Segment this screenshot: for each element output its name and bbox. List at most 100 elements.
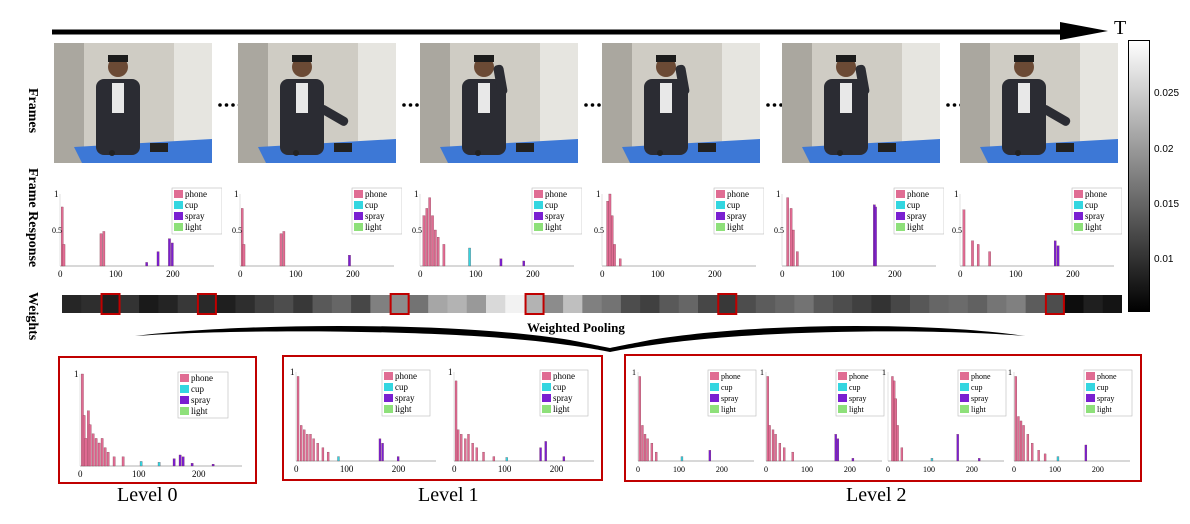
histogram-bar xyxy=(544,441,547,462)
histogram-bar xyxy=(396,456,400,462)
legend-label: cup xyxy=(395,382,408,392)
weight-cell xyxy=(524,295,545,313)
histogram-bar xyxy=(1053,240,1057,267)
y-tick-label: 1 xyxy=(596,189,601,199)
legend-swatch xyxy=(716,212,725,220)
weight-cell xyxy=(389,295,410,313)
legend-label: spray xyxy=(1097,394,1114,403)
x-tick-label: 200 xyxy=(346,269,360,279)
legend-label: phone xyxy=(721,372,741,381)
histogram-bar xyxy=(611,215,614,267)
histogram-bar xyxy=(106,452,110,467)
histogram-bar xyxy=(378,438,382,462)
histogram-bar xyxy=(522,260,525,267)
histogram-bar xyxy=(88,424,92,467)
weight-cell xyxy=(987,295,1007,313)
x-tick-label: 200 xyxy=(966,465,978,474)
legend-swatch xyxy=(174,201,183,209)
histogram-bar xyxy=(962,209,966,267)
weight-cell xyxy=(1025,295,1046,313)
legend-swatch xyxy=(716,190,725,198)
legend-swatch xyxy=(180,374,189,382)
histogram-bar xyxy=(442,244,446,267)
weight-cell xyxy=(832,295,853,313)
y-tick-label: 0.5 xyxy=(412,226,422,235)
histogram-bar xyxy=(492,456,496,462)
histogram-bar xyxy=(1022,425,1025,462)
histogram-bar xyxy=(434,229,437,267)
histogram-bar xyxy=(436,237,440,267)
weight-cell xyxy=(486,295,506,313)
time-label: T xyxy=(1114,17,1127,39)
legend-swatch xyxy=(960,383,969,391)
legend-label: cup xyxy=(1097,383,1109,392)
histogram-bar xyxy=(1084,444,1088,462)
legend-swatch xyxy=(838,383,847,391)
legend-swatch xyxy=(896,212,905,220)
histogram-bar xyxy=(112,456,116,467)
weight-cell xyxy=(929,295,950,313)
histogram-bar xyxy=(1031,443,1034,462)
weight-cell xyxy=(158,295,179,313)
x-tick-label: 100 xyxy=(289,269,303,279)
histogram-bar xyxy=(650,443,654,462)
weight-cell xyxy=(910,295,930,313)
legend-swatch xyxy=(384,372,393,380)
legend-swatch xyxy=(716,201,725,209)
legend-label: phone xyxy=(727,189,749,199)
legend-label: phone xyxy=(849,372,869,381)
legend-swatch xyxy=(960,372,969,380)
histogram-bar xyxy=(783,447,786,462)
colorbar-tick: 0.02 xyxy=(1154,144,1174,155)
legend-swatch xyxy=(710,405,719,413)
legend-label: phone xyxy=(545,189,567,199)
legend-swatch xyxy=(174,212,183,220)
y-tick-label: 1 xyxy=(448,367,453,377)
legend-label: spray xyxy=(545,211,565,221)
histogram-bar xyxy=(606,201,609,267)
weight-cell xyxy=(254,295,275,313)
legend-swatch xyxy=(354,212,363,220)
x-tick-label: 0 xyxy=(294,464,299,474)
histogram-bar xyxy=(381,443,384,462)
legend-label: light xyxy=(849,405,864,414)
histogram-bar xyxy=(539,447,542,462)
legend-swatch xyxy=(896,190,905,198)
legend-label: spray xyxy=(185,211,205,221)
histogram-bar xyxy=(708,450,712,462)
legend-label: light xyxy=(1097,405,1112,414)
legend-swatch xyxy=(716,223,725,231)
frames-row-label: Frames xyxy=(25,88,40,134)
weight-cell xyxy=(582,295,603,313)
x-tick-label: 200 xyxy=(716,465,728,474)
legend-label: cup xyxy=(553,382,566,392)
histogram-bar xyxy=(296,376,300,462)
y-tick-label: 1 xyxy=(414,189,419,199)
histogram-bar xyxy=(834,434,837,462)
legend-label: cup xyxy=(185,200,198,210)
histogram-bar xyxy=(638,376,641,462)
colorbar-tick: 0.025 xyxy=(1154,88,1180,99)
x-tick-label: 0 xyxy=(78,469,83,479)
y-tick-label: 1 xyxy=(234,189,239,199)
histogram-bar xyxy=(778,443,782,462)
histogram-bar xyxy=(482,451,485,462)
legend-label: light xyxy=(365,222,382,232)
weight-cell xyxy=(890,295,911,313)
histogram-bar xyxy=(303,429,306,462)
histogram-bar xyxy=(464,438,467,462)
weight-cell xyxy=(698,295,718,313)
weight-cell xyxy=(852,295,872,313)
colorbar-tick: 0.015 xyxy=(1154,199,1180,210)
pooling-label: Weighted Pooling xyxy=(527,320,625,335)
weight-cell xyxy=(871,295,892,313)
legend-swatch xyxy=(710,394,719,402)
pooling-brace xyxy=(135,325,1025,352)
legend-label: light xyxy=(185,222,202,232)
legend-label: phone xyxy=(395,371,417,381)
y-tick-label: 1 xyxy=(760,368,764,377)
legend-label: cup xyxy=(191,384,204,394)
level-0-box xyxy=(58,356,257,484)
legend-label: cup xyxy=(971,383,983,392)
